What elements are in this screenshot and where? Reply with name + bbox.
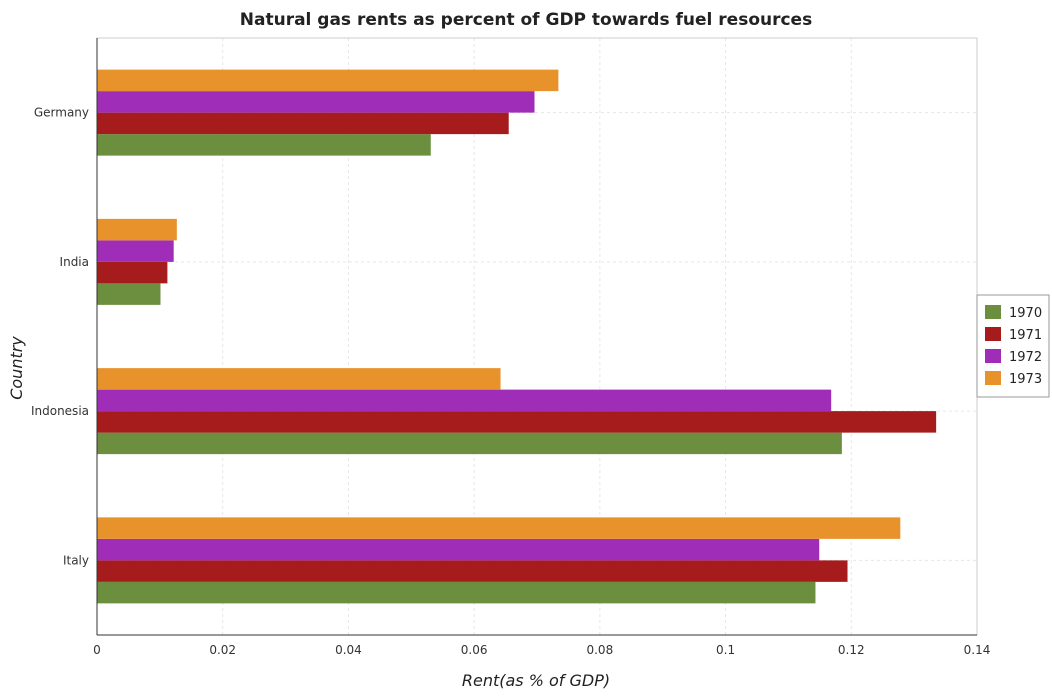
x-tick-label: 0.04 <box>335 643 362 657</box>
bar-india-1973 <box>97 218 177 241</box>
bar-india-1972 <box>97 240 174 262</box>
x-tick-label: 0.02 <box>209 643 236 657</box>
bar-italy-1973 <box>97 517 901 539</box>
bar-germany-1972 <box>97 91 535 113</box>
x-tick-label: 0.14 <box>964 643 991 657</box>
legend-swatch-1971 <box>985 327 1001 341</box>
plot-area: 0 0.02 0.04 0.06 0.08 0.1 0.12 0.14 Germany India… <box>31 37 991 657</box>
legend-label-1970: 1970 <box>1009 306 1042 321</box>
chart-title: Natural gas rents as percent of GDP towa… <box>240 10 812 30</box>
y-tick-label: Indonesia <box>31 404 89 418</box>
y-tick-label: Germany <box>34 106 89 120</box>
bar-germany-1973 <box>97 69 559 92</box>
bar-indonesia-1970 <box>97 432 842 455</box>
legend-swatch-1973 <box>985 371 1001 385</box>
bar-italy-1972 <box>97 538 820 561</box>
bar-italy-1970 <box>97 581 816 604</box>
bar-germany-1971 <box>97 112 509 135</box>
legend: 1970 1971 1972 1973 <box>976 294 1050 398</box>
bar-italy-1971 <box>97 560 848 582</box>
y-tick-label: Italy <box>63 553 89 567</box>
bar-indonesia-1972 <box>97 389 832 412</box>
y-tick-label: India <box>60 255 89 269</box>
x-tick-label: 0.06 <box>461 643 488 657</box>
bar-indonesia-1973 <box>97 368 501 390</box>
y-axis-label: Country <box>7 336 26 400</box>
x-tick-label: 0.1 <box>716 643 735 657</box>
x-tick-label: 0.08 <box>586 643 613 657</box>
legend-label-1971: 1971 <box>1009 328 1042 343</box>
bar-germany-1970 <box>97 134 431 156</box>
x-tick-label: 0.12 <box>838 643 865 657</box>
x-tick-label: 0 <box>93 643 101 657</box>
x-axis-label: Rent(as % of GDP) <box>462 671 610 690</box>
bar-indonesia-1971 <box>97 411 937 433</box>
legend-swatch-1970 <box>985 305 1001 319</box>
legend-label-1973: 1973 <box>1009 372 1042 387</box>
bar-india-1971 <box>97 261 168 284</box>
legend-label-1972: 1972 <box>1009 350 1042 365</box>
legend-swatch-1972 <box>985 349 1001 363</box>
bar-india-1970 <box>97 283 161 305</box>
